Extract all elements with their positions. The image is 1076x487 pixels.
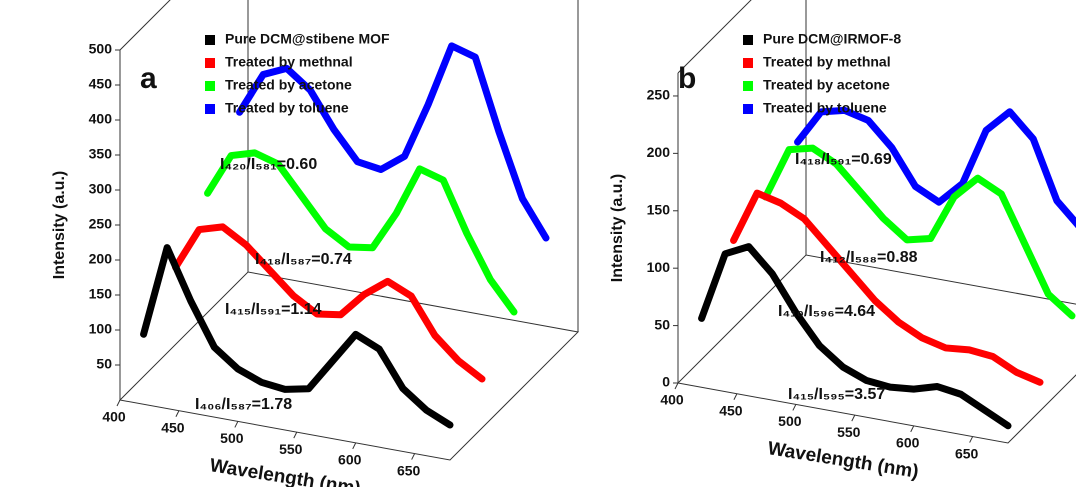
legend-label: Pure DCM@stibene MOF [225,31,390,47]
legend-swatch [743,81,753,91]
x-tick-label: 450 [719,402,743,418]
series-line [698,243,1012,430]
legend-label: Treated by acetone [225,77,352,93]
y-tick-label: 400 [89,111,113,127]
x-tick [674,382,679,390]
y-tick-label: 150 [89,286,113,302]
x-tick [792,404,797,411]
x-tick [969,436,974,443]
y-axis-label: Intensity (a.u.) [51,171,68,279]
x-tick [116,399,121,407]
y-tick-label: 300 [89,181,113,197]
y-tick-label: 150 [647,201,671,217]
legend-swatch [205,35,215,45]
x-tick-label: 450 [161,419,185,435]
floor [676,254,1076,444]
x-tick-label: 400 [660,392,684,408]
x-tick [234,421,239,428]
panel: 50 100 150 200 250 300 350 400 450 500 400 450 500 55… [51,0,580,487]
series-line [172,223,486,383]
y-tick-label: 350 [89,146,113,162]
y-tick-label: 200 [647,144,671,160]
x-tick-label: 550 [279,441,303,457]
series-line [730,189,1044,386]
series-line [762,144,1076,320]
y-tick-label: 450 [89,76,113,92]
series-line [204,149,518,316]
panel: 050100150200250400450500550600650Wavelen… [609,0,1076,483]
legend-swatch [743,104,753,114]
y-tick-label: 50 [96,356,112,372]
legend-label: Pure DCM@IRMOF-8 [763,31,901,47]
annotation: I₄₁₅/I₅₉₅=3.57 [788,386,885,403]
x-tick-label: 650 [397,462,421,478]
legend-label: Treated by methnal [225,54,353,70]
x-tick [293,431,298,439]
x-tick-label: 550 [837,424,861,440]
x-tick [411,453,416,460]
y-tick-label: 500 [89,41,113,57]
wall-top [677,0,752,74]
annotation: I₄₀₆/I₅₈₇=1.78 [195,396,292,413]
x-tick-label: 400 [102,409,126,425]
y-tick-label: 200 [89,251,113,267]
y-axis-label: Intensity (a.u.) [609,174,626,282]
panel-label: a [140,62,157,95]
legend-swatch [743,58,753,68]
annotation: I₄₁₂/I₅₈₈=0.88 [820,249,918,266]
wall-top [119,0,171,51]
annotation: I₄₁₀/I₅₉₆=4.64 [778,303,875,320]
y-tick-label: 50 [654,316,670,332]
series-line [140,244,454,429]
y-tick-label: 250 [89,216,113,232]
x-tick-label: 600 [338,452,362,468]
x-tick-label: 650 [955,445,979,461]
legend-swatch [205,81,215,91]
x-tick [175,410,180,417]
annotation: I₄₁₅/I₅₉₁=1.14 [225,301,322,318]
legend-label: Treated by methnal [763,54,891,70]
annotation: I₄₁₈/I₅₉₁=0.69 [795,151,892,168]
x-tick [910,425,915,433]
y-tick-label: 100 [89,321,113,337]
x-tick-label: 600 [896,435,920,451]
x-tick [352,442,357,450]
annotation: I₄₁₈/I₅₈₇=0.74 [255,251,352,268]
y-tick-label: 100 [647,259,671,275]
annotation: I₄₂₀/I₅₈₁=0.60 [220,156,317,173]
legend-swatch [205,104,215,114]
panel-label: b [678,62,696,95]
series-line [236,42,550,242]
legend-swatch [743,35,753,45]
y-tick-label: 0 [662,374,670,390]
series-line [794,106,1076,229]
x-tick-label: 500 [220,430,244,446]
legend-label: Treated by acetone [763,77,890,93]
legend-label: Treated by toluene [225,100,349,116]
legend-swatch [205,58,215,68]
legend-label: Treated by toluene [763,100,887,116]
y-tick-label: 250 [647,87,671,103]
x-tick [733,393,738,400]
x-tick [851,414,856,422]
x-tick-label: 500 [778,413,802,429]
